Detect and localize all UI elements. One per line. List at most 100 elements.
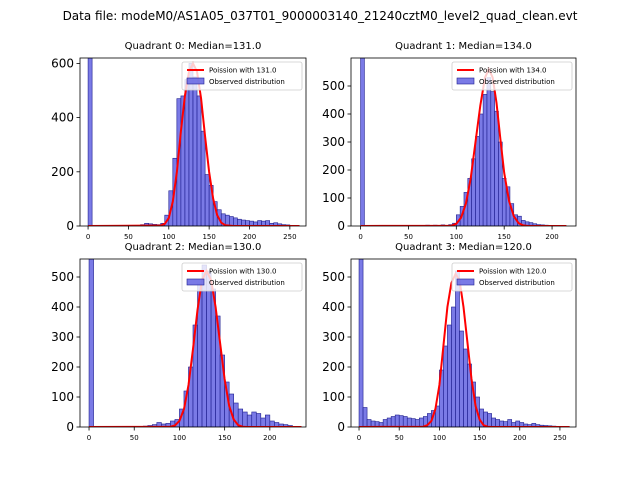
observed-bar <box>478 113 484 226</box>
legend-poisson-label: Poission with 131.0 <box>209 67 277 75</box>
observed-bar <box>390 416 396 427</box>
observed-bar <box>406 417 412 427</box>
x-tick-label: 250 <box>283 233 296 241</box>
observed-bar <box>491 417 496 427</box>
x-tick-label: 100 <box>173 434 186 442</box>
x-tick-label: 200 <box>263 434 276 442</box>
y-tick-label: 100 <box>322 390 345 404</box>
observed-bar <box>184 79 190 226</box>
observed-bar <box>398 415 404 427</box>
observed-bar <box>260 417 266 427</box>
legend-observed-label: Observed distribution <box>209 78 285 86</box>
legend-box <box>451 61 573 91</box>
y-tick-label: 0 <box>66 219 74 233</box>
x-tick-label: 100 <box>162 233 175 241</box>
y-tick-label: 200 <box>322 163 345 177</box>
y-tick-label: 400 <box>51 111 74 125</box>
observed-bar <box>495 419 500 427</box>
quadrant-1-legend: Poission with 134.0 Observed distribution <box>451 61 573 91</box>
observed-bar <box>410 418 416 427</box>
y-tick-label: 100 <box>322 191 345 205</box>
axes-frame <box>350 258 577 428</box>
observed-bar <box>358 259 364 427</box>
quadrant-2-legend: Poission with 130.0 Observed distribution <box>181 262 303 292</box>
y-tick-label: 200 <box>51 165 74 179</box>
quadrant-0-title: Quadrant 0: Median=131.0 <box>125 41 262 52</box>
legend-poisson-label: Poission with 130.0 <box>209 268 277 276</box>
x-tick-label: 0 <box>86 233 90 241</box>
y-tick-label: 500 <box>322 79 345 93</box>
observed-bar <box>487 413 492 427</box>
legend-poisson-label: Poission with 134.0 <box>479 67 547 75</box>
quadrant-2-panel: 0 50 100 150 200 0 100 200 300 400 500 Quadrant 2: … <box>51 242 307 442</box>
y-tick-label: 300 <box>51 330 74 344</box>
observed-bar <box>490 91 495 226</box>
x-tick-label: 50 <box>130 434 139 442</box>
quadrant-3-panel: 0 50 100 150 200 250 0 100 200 300 400 500 Quadrant … <box>322 242 577 442</box>
observed-bar <box>459 330 464 427</box>
observed-bar <box>200 130 206 226</box>
y-tick-label: 400 <box>322 107 345 121</box>
x-tick-label: 0 <box>87 434 91 442</box>
observed-bar <box>206 270 212 427</box>
observed-bar <box>386 417 392 427</box>
observed-bar <box>360 58 365 226</box>
observed-bar <box>451 306 456 427</box>
quadrant-1-plot-area <box>360 58 567 226</box>
observed-bar <box>246 414 253 427</box>
figure-suptitle: Data file: modeM0/AS1A05_037T01_90000031… <box>63 9 578 23</box>
x-tick-label: 50 <box>124 233 133 241</box>
quadrant-2-title: Quadrant 2: Median=130.0 <box>125 242 262 253</box>
y-tick-label: 300 <box>322 330 345 344</box>
x-tick-label: 0 <box>357 434 361 442</box>
x-tick-label: 200 <box>545 233 558 241</box>
x-tick-label: 100 <box>433 434 446 442</box>
observed-bar <box>255 413 262 427</box>
quadrant-1-panel: 0 50 100 150 200 0 100 200 300 400 500 Quadrant 1: … <box>322 41 577 241</box>
observed-bar <box>242 411 248 427</box>
poisson-curve <box>360 66 567 226</box>
x-tick-label: 50 <box>395 434 404 442</box>
x-tick-label: 100 <box>450 233 463 241</box>
observed-bar <box>229 216 234 226</box>
legend-observed-swatch <box>456 278 475 286</box>
observed-bar <box>265 414 271 427</box>
observed-bar <box>443 345 448 427</box>
axes-frame <box>79 258 307 428</box>
legend-observed-swatch <box>186 278 205 286</box>
axes-frame <box>79 57 307 227</box>
observed-bar <box>362 407 368 427</box>
observed-bar <box>455 270 460 427</box>
observed-bar <box>210 288 216 427</box>
observed-bar <box>507 419 513 427</box>
observed-bar <box>394 414 400 427</box>
x-tick-label: 150 <box>498 233 511 241</box>
legend-poisson-label: Poission with 120.0 <box>479 268 547 276</box>
quadrant-2-plot-area <box>88 259 302 427</box>
quadrant-0-panel: 0 50 100 150 200 250 0 200 400 600 Quadrant 0: Med… <box>51 41 307 241</box>
observed-bar <box>494 110 499 226</box>
legend-box <box>451 262 573 292</box>
quadrant-3-legend: Poission with 120.0 Observed distribution <box>451 262 573 292</box>
y-tick-label: 0 <box>66 420 74 434</box>
observed-bar <box>447 324 452 427</box>
y-tick-label: 0 <box>337 219 345 233</box>
observed-bar <box>196 95 202 226</box>
x-tick-label: 250 <box>553 434 566 442</box>
observed-bar <box>192 76 198 226</box>
y-tick-label: 600 <box>51 56 74 70</box>
y-tick-label: 0 <box>337 420 345 434</box>
y-tick-label: 300 <box>322 135 345 149</box>
observed-bar <box>88 259 94 427</box>
legend-observed-swatch <box>186 77 205 85</box>
x-tick-label: 150 <box>473 434 486 442</box>
y-tick-label: 500 <box>51 270 74 284</box>
y-tick-label: 100 <box>51 390 74 404</box>
quadrant-0-legend: Poission with 131.0 Observed distribution <box>181 61 303 91</box>
y-tick-label: 400 <box>322 300 345 314</box>
quadrant-3-title: Quadrant 3: Median=120.0 <box>395 242 532 253</box>
observed-bar <box>475 136 480 226</box>
y-tick-label: 500 <box>322 270 345 284</box>
y-tick-label: 400 <box>51 300 74 314</box>
